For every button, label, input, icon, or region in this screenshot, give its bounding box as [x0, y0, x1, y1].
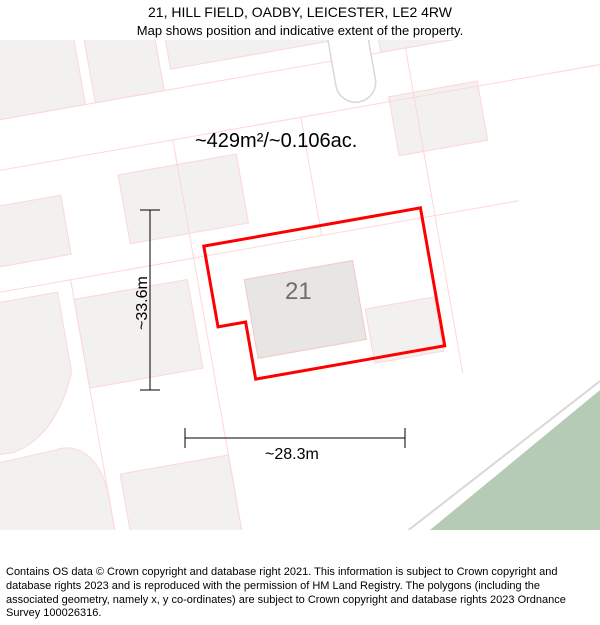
- area-label: ~429m²/~0.106ac.: [195, 130, 357, 153]
- page-root: 21, HILL FIELD, OADBY, LEICESTER, LE2 4R…: [0, 0, 600, 625]
- copyright-footer: Contains OS data © Crown copyright and d…: [6, 566, 594, 621]
- page-subtitle: Map shows position and indicative extent…: [0, 23, 600, 39]
- dim-horizontal: [185, 428, 405, 448]
- road-top: [325, 40, 379, 105]
- page-title: 21, HILL FIELD, OADBY, LEICESTER, LE2 4R…: [0, 4, 600, 21]
- subject-group: [244, 261, 366, 359]
- green-area: [430, 390, 600, 530]
- map-canvas: ~429m²/~0.106ac. 21 ~33.6m ~28.3m: [0, 40, 600, 530]
- subject-building: [244, 261, 366, 359]
- dim-horizontal-label: ~28.3m: [265, 446, 319, 464]
- plot-number-label: 21: [285, 278, 312, 306]
- header: 21, HILL FIELD, OADBY, LEICESTER, LE2 4R…: [0, 4, 600, 38]
- dim-vertical-label: ~33.6m: [134, 276, 152, 330]
